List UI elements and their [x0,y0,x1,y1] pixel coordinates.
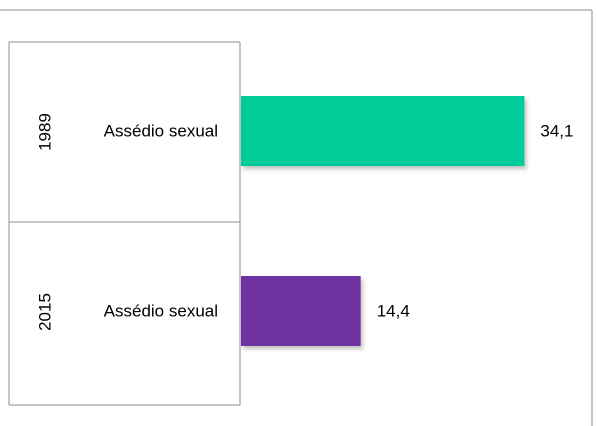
data-label-1989: 34,1 [540,121,573,140]
bar-1989-assedio-sexual [241,96,525,166]
category-axis [8,41,241,406]
bar-2015-assedio-sexual [241,276,361,346]
category-label-2: Assédio sexual [104,301,218,320]
data-label-2015: 14,4 [377,301,410,320]
year-label-1989: 1989 [35,113,54,151]
year-label-2015: 2015 [35,293,54,331]
category-label-1: Assédio sexual [104,121,218,140]
